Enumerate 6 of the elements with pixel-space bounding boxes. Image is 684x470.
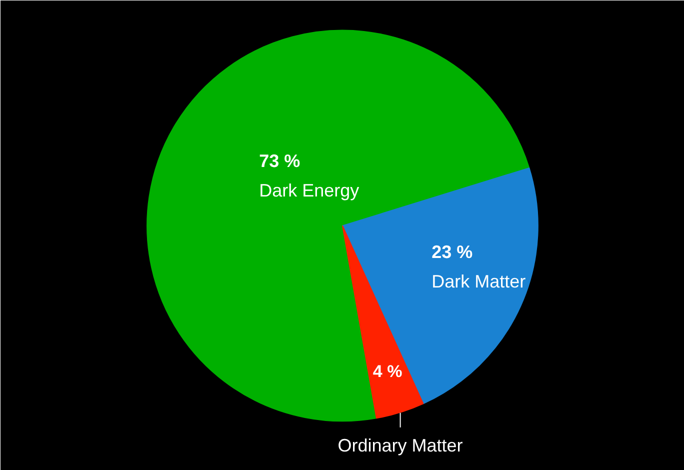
slice-label: Dark Matter	[432, 272, 526, 292]
data-label: 23 %	[432, 242, 473, 262]
slice-label: Dark Energy	[259, 180, 360, 200]
data-label: 73 %	[259, 150, 300, 171]
data-label: 4 %	[372, 362, 402, 382]
slice-label: Ordinary Matter	[338, 435, 463, 456]
